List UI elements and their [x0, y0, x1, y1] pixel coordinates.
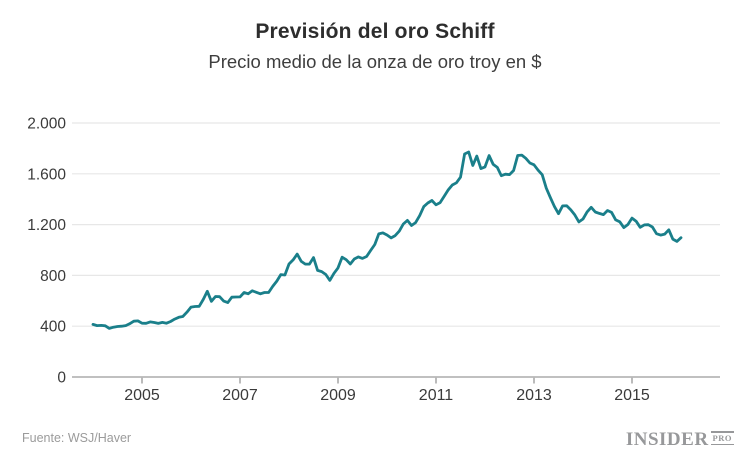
chart-footer: Fuente: WSJ/Haver INSIDER PRO	[0, 417, 750, 461]
y-tick-label: 1.600	[27, 166, 66, 183]
y-tick-label: 2.000	[27, 116, 66, 133]
x-tick-label: 2005	[124, 387, 160, 404]
x-tick-label: 2009	[320, 387, 356, 404]
x-tick-label: 2015	[614, 387, 650, 404]
insider-pro-logo: INSIDER PRO	[626, 430, 734, 449]
y-tick-label: 800	[40, 268, 66, 285]
chart-title: Previsión del oro Schiff	[255, 20, 495, 43]
gold-price-series-line	[91, 150, 683, 330]
x-tick-label: 2011	[419, 387, 454, 404]
logo-insider-text: INSIDER	[625, 429, 709, 450]
x-tick-label: 2013	[516, 387, 552, 404]
y-tick-label: 400	[40, 319, 66, 336]
chart-header: Previsión del oro Schiff Precio medio de…	[0, 20, 750, 73]
y-tick-label: 1.200	[27, 217, 66, 234]
y-tick-label: 0	[57, 370, 66, 387]
x-tick-label: 2007	[222, 387, 258, 404]
chart-subtitle: Precio medio de la onza de oro troy en $	[208, 51, 542, 72]
logo-pro-badge: PRO	[710, 431, 734, 445]
source-note: Fuente: WSJ/Haver	[22, 431, 132, 445]
